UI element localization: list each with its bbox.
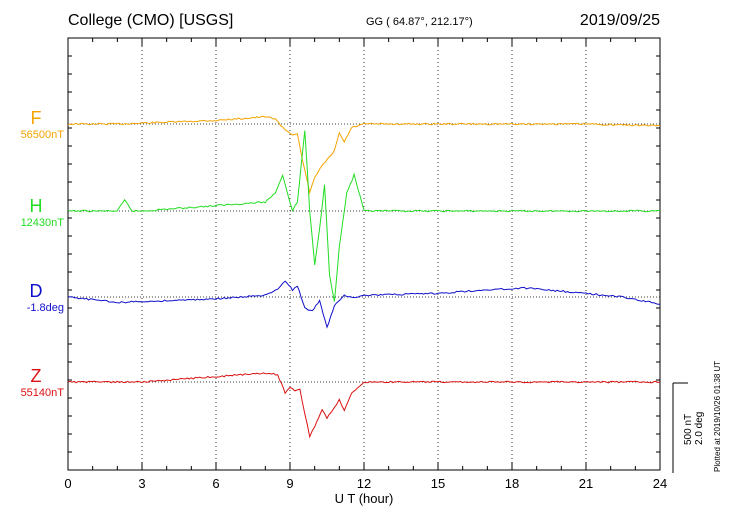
plotted-timestamp: Plotted at 2019/10/26 01:38 UT <box>713 360 722 472</box>
x-tick-label: 9 <box>286 476 293 491</box>
x-tick-label: 21 <box>579 476 593 491</box>
coordinates-label: GG ( 64.87°, 212.17°) <box>366 16 473 28</box>
component-name-z: Z <box>30 366 42 386</box>
x-axis-label: U T (hour) <box>335 491 394 506</box>
component-name-d: D <box>29 281 43 301</box>
baseline-value-h: 12430nT <box>20 217 64 229</box>
scale-nt: 500 nT <box>683 413 694 445</box>
series-label-h: H 12430nT <box>8 196 64 229</box>
series-line-h <box>67 130 661 302</box>
series-line-f <box>67 115 661 195</box>
scale-deg: 2.0 deg <box>694 411 705 445</box>
series-line-z <box>67 372 661 439</box>
baseline-value-z: 55140nT <box>20 387 64 399</box>
x-tick-label: 6 <box>212 476 219 491</box>
station-title: College (CMO) [USGS] <box>68 12 234 29</box>
component-name-f: F <box>30 108 42 128</box>
date-label: 2019/09/25 <box>579 12 660 29</box>
scale-bar-label: 500 nT 2.0 deg <box>683 412 705 445</box>
series-line-d <box>67 280 660 329</box>
x-tick-label: 18 <box>505 476 519 491</box>
series-label-d: D -1.8deg <box>8 281 64 314</box>
component-name-h: H <box>29 196 43 216</box>
x-tick-label: 0 <box>64 476 71 491</box>
x-tick-label: 15 <box>431 476 445 491</box>
x-tick-label: 24 <box>653 476 667 491</box>
x-tick-label: 3 <box>138 476 145 491</box>
baseline-value-d: -1.8deg <box>26 302 64 314</box>
baseline-value-f: 56500nT <box>20 129 64 141</box>
series-label-z: Z 55140nT <box>8 366 64 399</box>
x-tick-label: 12 <box>357 476 371 491</box>
series-label-f: F 56500nT <box>8 108 64 141</box>
